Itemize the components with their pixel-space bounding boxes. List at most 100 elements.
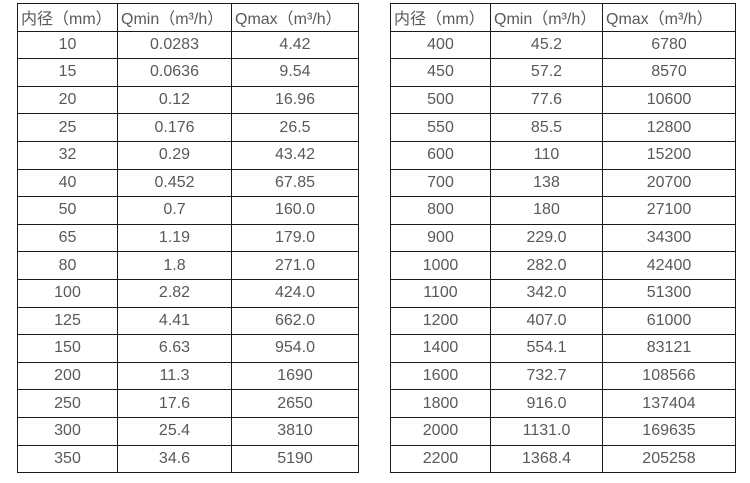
- table-cell: 26.5: [231, 113, 359, 142]
- table-cell: 271.0: [231, 251, 359, 280]
- table-row: 1600 732.7 108566: [390, 361, 736, 391]
- table-cell: 200: [17, 361, 118, 391]
- table-cell: 45.2: [490, 30, 603, 60]
- table-row: 200 11.3 1690: [17, 361, 359, 391]
- table-cell: 61000: [602, 306, 736, 336]
- table-cell: 57.2: [490, 58, 603, 87]
- table-cell: 25: [17, 113, 118, 142]
- table-cell: 85.5: [490, 113, 603, 142]
- table-row: 25 0.176 26.5: [17, 113, 359, 142]
- table-cell: 424.0: [231, 278, 359, 308]
- table-cell: 1690: [231, 361, 359, 391]
- table-cell: 1000: [390, 251, 491, 280]
- table-row: 700 138 20700: [390, 168, 736, 198]
- table-row: 400 45.2 6780: [390, 30, 736, 60]
- table-row: 125 4.41 662.0: [17, 306, 359, 336]
- table-cell: 83121: [602, 334, 736, 363]
- header-row: 内径（mm） Qmin（m³/h） Qmax（m³/h）: [390, 3, 736, 32]
- table-cell: 229.0: [490, 223, 603, 253]
- table-row: 550 85.5 12800: [390, 113, 736, 142]
- table-row: 2200 1368.4 205258: [390, 444, 736, 474]
- table-cell: 110: [490, 140, 603, 170]
- table-cell: 0.0283: [117, 30, 232, 60]
- table-cell: 50: [17, 196, 118, 225]
- table-row: 40 0.452 67.85: [17, 168, 359, 198]
- table-cell: 2.82: [117, 278, 232, 308]
- table-body: 10 0.0283 4.42 15 0.0636 9.54 20 0.12 16.96 25 0.1…: [17, 30, 359, 474]
- table-cell: 179.0: [231, 223, 359, 253]
- table-row: 350 34.6 5190: [17, 444, 359, 474]
- table-cell: 17.6: [117, 389, 232, 418]
- header-row: 内径（mm） Qmin（m³/h） Qmax（m³/h）: [17, 3, 359, 32]
- table-cell: 662.0: [231, 306, 359, 336]
- table-cell: 125: [17, 306, 118, 336]
- table-cell: 1200: [390, 306, 491, 336]
- table-cell: 160.0: [231, 196, 359, 225]
- table-row: 900 229.0 34300: [390, 223, 736, 253]
- table-cell: 15200: [602, 140, 736, 170]
- table-cell: 954.0: [231, 334, 359, 363]
- table-row: 1400 554.1 83121: [390, 334, 736, 363]
- table-row: 150 6.63 954.0: [17, 334, 359, 363]
- table-cell: 32: [17, 140, 118, 170]
- col-header-diameter: 内径（mm）: [17, 3, 118, 32]
- table-cell: 916.0: [490, 389, 603, 418]
- table-cell: 342.0: [490, 278, 603, 308]
- col-header-qmax: Qmax（m³/h）: [602, 3, 736, 32]
- table-row: 80 1.8 271.0: [17, 251, 359, 280]
- table-cell: 450: [390, 58, 491, 87]
- col-header-qmin: Qmin（m³/h）: [490, 3, 603, 32]
- table-row: 50 0.7 160.0: [17, 196, 359, 225]
- table-cell: 1600: [390, 361, 491, 391]
- table-cell: 2200: [390, 444, 491, 474]
- table-row: 250 17.6 2650: [17, 389, 359, 418]
- table-cell: 554.1: [490, 334, 603, 363]
- table-cell: 0.176: [117, 113, 232, 142]
- table-cell: 500: [390, 85, 491, 115]
- table-cell: 205258: [602, 444, 736, 474]
- table-row: 1100 342.0 51300: [390, 278, 736, 308]
- table-cell: 20700: [602, 168, 736, 198]
- col-header-qmin: Qmin（m³/h）: [117, 3, 232, 32]
- table-row: 800 180 27100: [390, 196, 736, 225]
- table-row: 1000 282.0 42400: [390, 251, 736, 280]
- flow-table-small-diameters: 内径（mm） Qmin（m³/h） Qmax（m³/h） 10 0.0283 4.4…: [17, 3, 359, 474]
- table-cell: 10: [17, 30, 118, 60]
- table-row: 300 25.4 3810: [17, 416, 359, 446]
- table-cell: 2650: [231, 389, 359, 418]
- table-cell: 20: [17, 85, 118, 115]
- table-cell: 4.42: [231, 30, 359, 60]
- table-cell: 34.6: [117, 444, 232, 474]
- table-row: 20 0.12 16.96: [17, 85, 359, 115]
- table-cell: 282.0: [490, 251, 603, 280]
- table-cell: 42400: [602, 251, 736, 280]
- table-cell: 51300: [602, 278, 736, 308]
- table-cell: 80: [17, 251, 118, 280]
- col-header-qmax: Qmax（m³/h）: [231, 3, 359, 32]
- table-body: 400 45.2 6780 450 57.2 8570 500 77.6 10600 550 85.…: [390, 30, 736, 474]
- table-cell: 600: [390, 140, 491, 170]
- table-cell: 6780: [602, 30, 736, 60]
- table-cell: 137404: [602, 389, 736, 418]
- col-header-diameter: 内径（mm）: [390, 3, 491, 32]
- table-cell: 0.0636: [117, 58, 232, 87]
- table-cell: 2000: [390, 416, 491, 446]
- table-cell: 0.29: [117, 140, 232, 170]
- table-cell: 550: [390, 113, 491, 142]
- flow-table-large-diameters: 内径（mm） Qmin（m³/h） Qmax（m³/h） 400 45.2 6780…: [390, 3, 736, 474]
- table-cell: 900: [390, 223, 491, 253]
- table-cell: 800: [390, 196, 491, 225]
- table-cell: 15: [17, 58, 118, 87]
- table-cell: 407.0: [490, 306, 603, 336]
- table-cell: 108566: [602, 361, 736, 391]
- table-cell: 1.19: [117, 223, 232, 253]
- table-cell: 400: [390, 30, 491, 60]
- table-cell: 4.41: [117, 306, 232, 336]
- table-row: 100 2.82 424.0: [17, 278, 359, 308]
- table-row: 10 0.0283 4.42: [17, 30, 359, 60]
- table-cell: 1800: [390, 389, 491, 418]
- table-cell: 150: [17, 334, 118, 363]
- table-cell: 300: [17, 416, 118, 446]
- table-cell: 1100: [390, 278, 491, 308]
- table-row: 32 0.29 43.42: [17, 140, 359, 170]
